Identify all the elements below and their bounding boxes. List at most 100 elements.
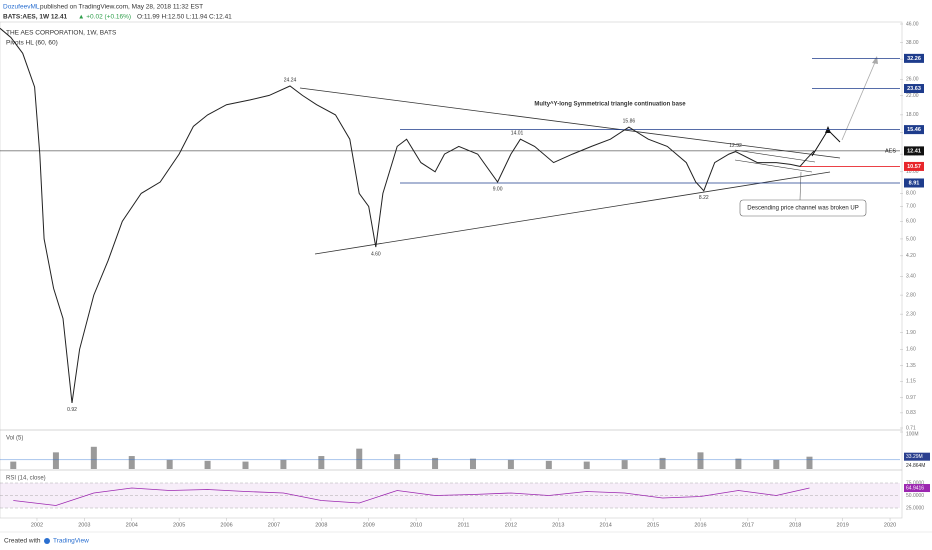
tv-logo [44, 538, 50, 544]
volume-bar [394, 454, 401, 469]
volume-bar [697, 452, 704, 469]
y-tick-label: 0.71 [906, 425, 916, 431]
x-tick-label: 2002 [31, 522, 43, 528]
volume-bar [773, 459, 780, 469]
channel-upper [734, 149, 816, 163]
x-tick-label: 2017 [742, 522, 754, 528]
instrument-name: THE AES CORPORATION, 1W, BATS [6, 30, 117, 37]
x-tick-label: 2003 [78, 522, 90, 528]
rsi-pane [0, 469, 903, 519]
y-tick-label: 8.00 [906, 191, 916, 197]
volume-bar [432, 457, 439, 469]
y-tick-label: 22.00 [906, 93, 919, 99]
volume-bar [204, 460, 211, 469]
volume-bar [356, 448, 363, 469]
x-tick-label: 2007 [268, 522, 280, 528]
y-tick-label: 0.97 [906, 395, 916, 401]
pivot-label: 14.01 [511, 130, 524, 136]
volume-bar [659, 457, 666, 469]
channel-lower [734, 159, 813, 173]
y-tick-label: 1.90 [906, 330, 916, 336]
pivot-label: 8.22 [699, 195, 709, 201]
volume-bar [10, 461, 17, 469]
indicator-name: Pivots HL (60, 60) [6, 40, 58, 47]
volume-bar [52, 452, 59, 469]
volume-bar [128, 456, 135, 469]
y-tick-label: 46.00 [906, 21, 919, 27]
volume-bar [545, 460, 552, 469]
footer-created: Created with [4, 538, 41, 545]
triangle-upper [299, 87, 841, 159]
x-tick-label: 2014 [600, 522, 612, 528]
y-tick-label: 1.35 [906, 363, 916, 369]
level-badge [904, 125, 924, 135]
pivot-label: 0.92 [67, 407, 77, 413]
volume-bar [621, 460, 628, 469]
arrow-head [872, 56, 878, 64]
y-tick-label: 5.00 [906, 236, 916, 242]
y-tick-label: 50.0000 [906, 493, 924, 499]
symbol: BATS:AES, 1W 12.41 [3, 14, 68, 21]
level-label: 12.41 [907, 148, 921, 154]
pattern-note: Multy^Y-long Symmetrical triangle contin… [534, 102, 686, 108]
y-tick-label: 10.00 [906, 169, 919, 175]
x-tick-label: 2009 [363, 522, 375, 528]
change: ▲ +0.02 (+0.16%) [78, 14, 131, 21]
y-tick-label: 4.20 [906, 253, 916, 259]
y-tick-label: 26.00 [906, 77, 919, 83]
x-tick-label: 2016 [694, 522, 706, 528]
volume-ma-label: 24.864M [906, 463, 925, 469]
level-label: 15.46 [907, 127, 921, 133]
x-tick-label: 2005 [173, 522, 185, 528]
volume-bar [280, 459, 287, 469]
level-label: 10.57 [907, 164, 921, 170]
publisher-name[interactable]: DozufeevML [3, 4, 40, 11]
x-tick-label: 2006 [220, 522, 232, 528]
y-tick-label: 25.0000 [906, 505, 924, 511]
x-tick-label: 2008 [315, 522, 327, 528]
y-tick-label: 1.60 [906, 347, 916, 353]
footer-brand[interactable]: TradingView [53, 538, 89, 545]
y-tick-label: 100M [906, 431, 919, 437]
volume-badge [904, 452, 930, 461]
y-tick-label: 0.83 [906, 410, 916, 416]
volume-bar [469, 458, 476, 469]
x-tick-label: 2004 [126, 522, 138, 528]
rsi-value-label: 64.9416 [906, 485, 924, 491]
x-tick-label: 2015 [647, 522, 659, 528]
level-badge [904, 146, 924, 156]
volume-bar [90, 446, 97, 469]
triangle-lower [314, 171, 831, 255]
y-tick-label: 6.00 [906, 219, 916, 225]
price-pane [0, 21, 903, 431]
y-tick-label: 75.0000 [906, 480, 924, 486]
volume-pane [0, 429, 903, 471]
level-label: 8.91 [909, 180, 920, 186]
price-line [0, 27, 815, 403]
callout-line [799, 171, 802, 201]
volume-bar [166, 459, 173, 469]
callout-box [739, 199, 867, 217]
rsi-title: RSI (14, close) [6, 476, 46, 482]
level-badge [904, 178, 924, 188]
volume-title: Vol (5) [6, 436, 23, 442]
rsi-line [13, 487, 810, 506]
callout-text: Descending price channel was broken UP [747, 206, 858, 212]
y-tick-label: 2.80 [906, 292, 916, 298]
pivot-label: 9.00 [493, 186, 503, 192]
volume-bar [242, 461, 249, 469]
pivot-label: 15.86 [623, 118, 636, 124]
pivot-label: 12.32 [729, 143, 742, 149]
x-tick-label: 2010 [410, 522, 422, 528]
y-tick-label: 18.00 [906, 112, 919, 118]
x-tick-label: 2018 [789, 522, 801, 528]
level-label: 23.63 [907, 86, 921, 92]
y-tick-label: 2.30 [906, 311, 916, 317]
level-badge [904, 161, 924, 171]
x-tick-label: 2020 [884, 522, 896, 528]
volume-value-label: 33.29M [906, 454, 923, 460]
y-tick-label: 3.40 [906, 274, 916, 280]
rsi-badge [904, 484, 930, 493]
